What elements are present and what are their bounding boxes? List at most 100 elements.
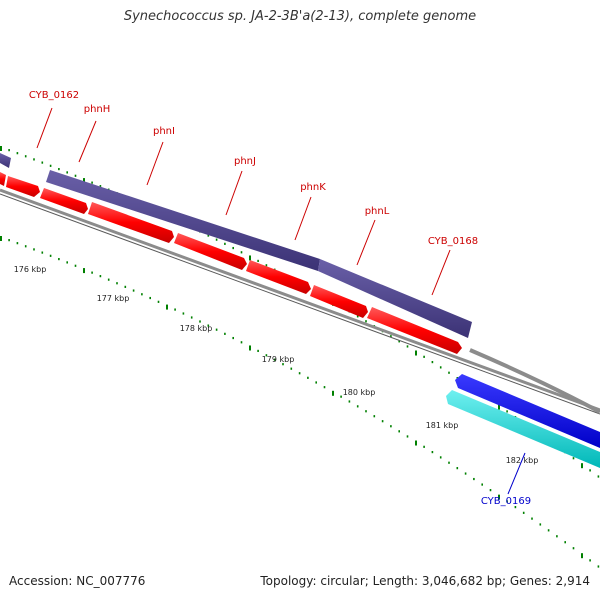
backbone-line-inner	[0, 193, 600, 415]
inner-tick	[581, 553, 583, 559]
gene-arrow-cyb0168[interactable]	[367, 307, 462, 354]
leader-phnK	[294, 196, 312, 241]
inner-tick	[572, 547, 575, 550]
outer-tick	[99, 185, 102, 188]
outer-tick	[589, 469, 591, 472]
gene-label-cyb0169: CYB_0169	[481, 496, 531, 507]
cds-bar-main-2[interactable]	[318, 259, 472, 338]
leader-cyb0168	[431, 249, 451, 296]
gene-arrow-cyb0169[interactable]	[446, 390, 600, 468]
inner-tick	[49, 254, 52, 257]
inner-tick	[174, 308, 176, 311]
gene-label-phnK: phnK	[300, 182, 326, 193]
accession-text: Accession: NC_007776	[9, 574, 146, 588]
inner-tick	[132, 289, 135, 292]
inner-tick	[157, 300, 160, 303]
inner-tick	[273, 358, 276, 361]
inner-tick	[489, 489, 492, 492]
ruler-label-181: 181 kbp	[426, 421, 459, 430]
genome-summary-text: Topology: circular; Length: 3,046,682 bp…	[260, 574, 590, 588]
cds-bar-main[interactable]	[46, 170, 320, 271]
gene-label-phnI: phnI	[153, 126, 175, 137]
inner-tick	[141, 293, 143, 296]
inner-tick	[182, 312, 185, 315]
outer-tick	[581, 463, 583, 469]
inner-tick	[257, 349, 259, 353]
inner-tick	[41, 251, 44, 254]
inner-tick	[66, 261, 68, 264]
leader-phnH	[78, 120, 97, 163]
inner-tick	[33, 248, 35, 251]
inner-tick	[24, 245, 27, 248]
ruler-label-179: 179 kbp	[262, 355, 295, 364]
inner-tick	[58, 257, 60, 261]
inner-tick	[207, 324, 210, 327]
outer-tick	[390, 335, 392, 338]
inner-tick	[456, 467, 459, 470]
outer-tick	[0, 146, 2, 151]
outer-tick	[58, 167, 60, 171]
outer-tick	[249, 255, 251, 261]
outer-tick	[224, 242, 226, 245]
ruler-label-180: 180 kbp	[343, 388, 376, 397]
inner-tick	[199, 320, 201, 323]
inner-tick	[8, 239, 10, 242]
gene-arrow-phnH[interactable]	[40, 188, 88, 214]
outer-tick	[257, 259, 259, 263]
ruler-label-182: 182 kbp	[506, 456, 539, 465]
outer-tick	[49, 164, 52, 167]
gene-arrow-phnK[interactable]	[246, 260, 311, 294]
outer-tick	[41, 161, 44, 164]
inner-tick	[448, 461, 450, 464]
inner-tick	[481, 483, 483, 486]
inner-tick	[464, 472, 467, 475]
outer-tick	[398, 340, 400, 343]
outer-tick	[33, 158, 35, 161]
inner-tick	[215, 328, 218, 331]
inner-tick	[589, 559, 591, 562]
gene-arrow-phnI[interactable]	[88, 202, 174, 243]
gene-arrow-cyb0161[interactable]	[0, 172, 6, 186]
outer-tick	[215, 238, 218, 241]
inner-tick	[307, 376, 309, 379]
gene-arrow-phnL[interactable]	[310, 285, 368, 318]
inner-tick	[74, 264, 77, 267]
inner-tick	[498, 494, 500, 500]
inner-tick	[315, 381, 317, 384]
inner-tick	[398, 430, 400, 433]
gene-arrow-cyb0162[interactable]	[6, 176, 40, 197]
inner-tick	[514, 505, 517, 509]
inner-tick	[83, 268, 85, 274]
inner-tick	[91, 271, 93, 274]
inner-tick	[149, 296, 151, 300]
inner-tick	[597, 565, 600, 568]
outer-tick	[8, 149, 10, 152]
cds-bar-left[interactable]	[0, 153, 11, 168]
outer-tick	[91, 181, 93, 184]
outer-tick	[423, 355, 425, 358]
gene-arrow-reverse-blue[interactable]	[455, 374, 600, 448]
gene-arrow-phnJ[interactable]	[174, 233, 247, 270]
gene-label-phnJ: phnJ	[234, 156, 256, 167]
outer-tick	[74, 174, 77, 177]
outer-tick	[498, 404, 500, 410]
inner-tick	[99, 275, 102, 278]
outer-tick	[365, 320, 367, 323]
inner-tick	[16, 242, 19, 245]
inner-tick	[332, 390, 334, 396]
inner-tick	[282, 363, 284, 366]
gene-label-cyb0168: CYB_0168	[428, 236, 478, 247]
inner-tick	[556, 535, 558, 538]
gene-label-phnL: phnL	[365, 206, 390, 217]
inner-tick	[0, 236, 2, 241]
ruler-label-178: 178 kbp	[180, 324, 213, 333]
outer-tick	[572, 457, 575, 460]
outer-tick	[439, 366, 442, 369]
outer-tick	[16, 152, 19, 155]
inner-tick	[290, 367, 293, 370]
inner-tick	[390, 425, 392, 428]
inner-tick	[124, 285, 127, 288]
inner-tick	[107, 278, 110, 281]
outer-tick	[240, 251, 243, 254]
